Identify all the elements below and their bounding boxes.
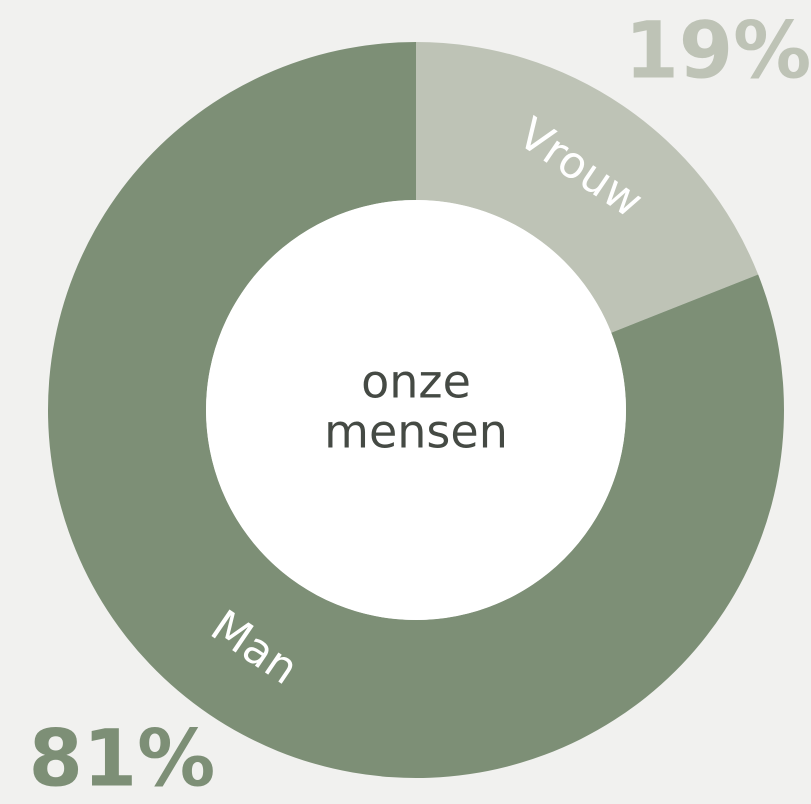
percent-label: 81% [29, 714, 216, 804]
donut-slice [48, 42, 785, 779]
donut-slice [416, 42, 759, 333]
donut-hole [206, 200, 626, 620]
center-label: mensen [324, 405, 508, 459]
percent-label: 19% [625, 6, 811, 96]
center-label: onze [361, 355, 471, 409]
